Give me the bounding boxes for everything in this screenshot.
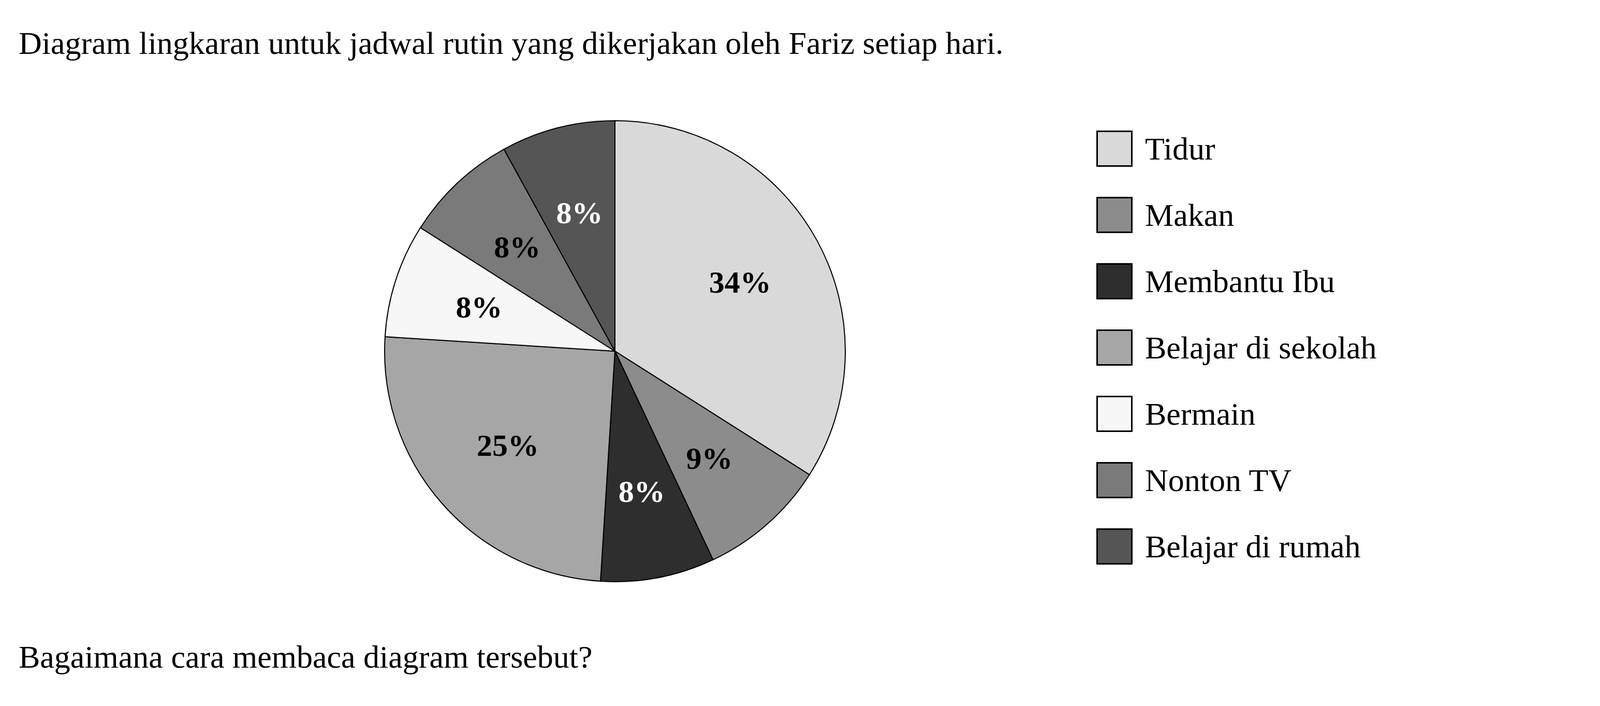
html-text:Bermain: Bermain [1145,395,1256,431]
html-text:Makan: Makan [1145,196,1235,233]
html-text:Tidur: Tidur [1145,130,1216,166]
html-text:Nonton TV: Nonton TV [1145,461,1292,498]
html-text:Diagram lingkaran untuk jadwal: Diagram lingkaran untuk jadwal rutin yan… [18,25,1004,61]
html-text:Membantu Ibu: Membantu Ibu [1145,263,1335,299]
html-text:Bagaimana cara membaca diagram: Bagaimana cara membaca diagram tersebut? [18,638,593,674]
html-text:Belajar di sekolah: Belajar di sekolah [1145,329,1377,365]
svg-text:25%: 25% [476,428,539,463]
svg-text:34%: 34% [709,265,772,300]
svg-text:8%: 8% [555,195,603,230]
svg-text:8%: 8% [493,229,541,264]
svg-text:8%: 8% [456,289,503,325]
html-text:Belajar di rumah: Belajar di rumah [1145,528,1361,564]
svg-text:8%: 8% [618,474,666,509]
svg-text:9%: 9% [685,441,733,476]
